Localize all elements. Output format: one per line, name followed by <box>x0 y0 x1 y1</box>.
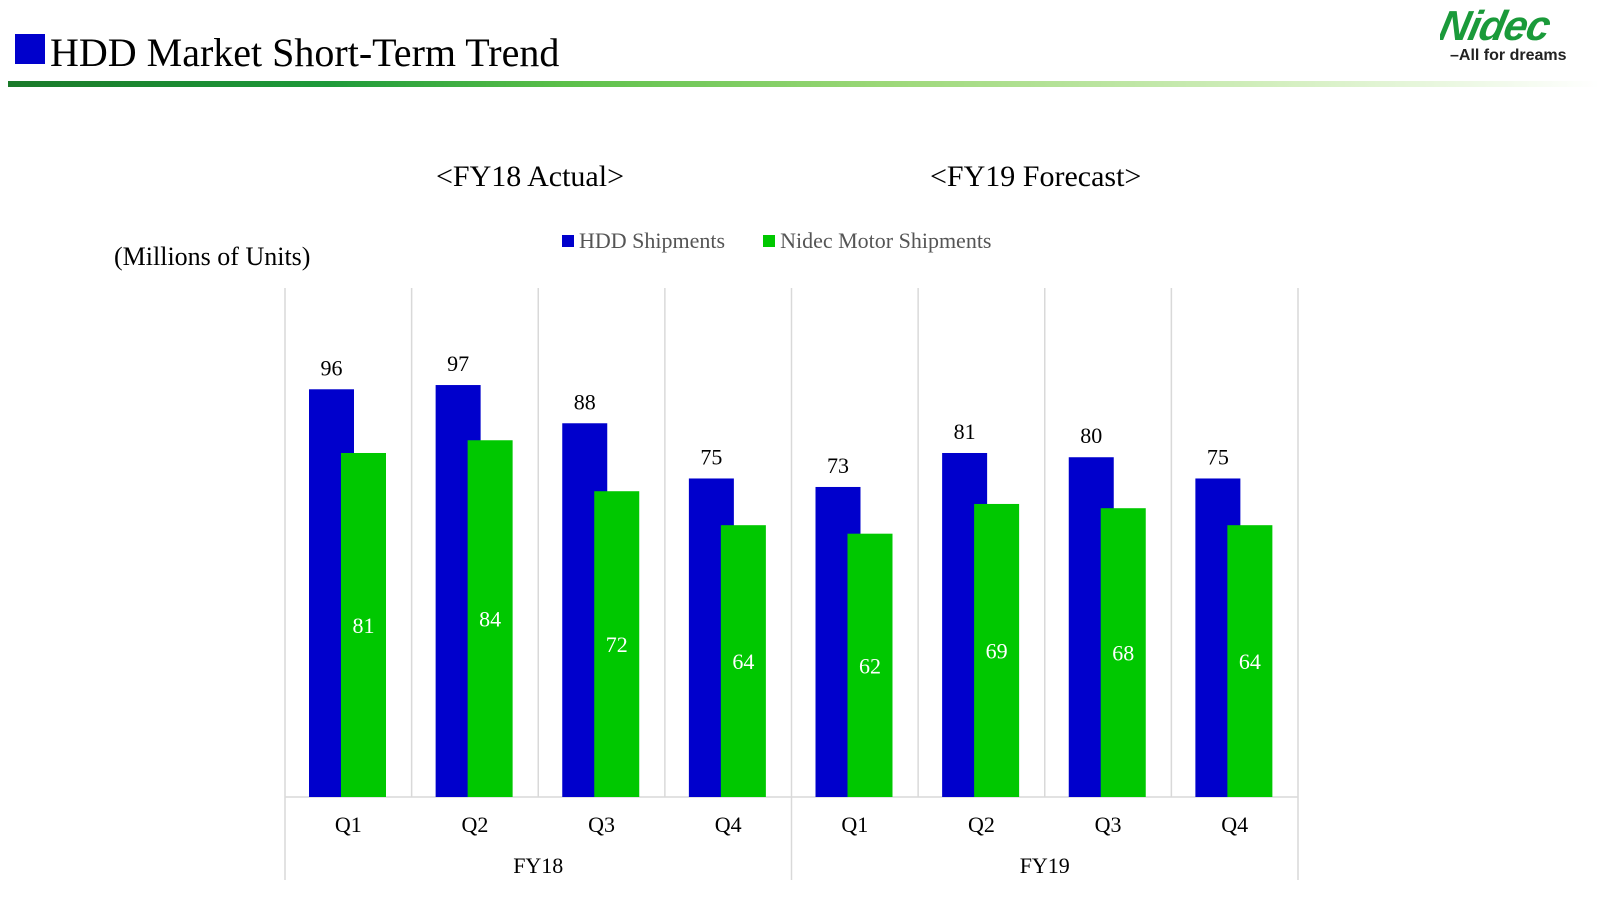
data-label-nidec: 69 <box>986 638 1008 663</box>
x-tick-label: Q1 <box>335 812 362 837</box>
data-label-nidec: 64 <box>1239 649 1261 674</box>
data-label-hdd: 73 <box>827 453 849 478</box>
title-square-icon <box>15 34 45 64</box>
bar-nidec <box>974 503 1020 797</box>
legend-label-nidec: Nidec Motor Shipments <box>780 228 992 253</box>
legend-swatch-nidec <box>763 235 776 247</box>
x-group-label: FY19 <box>1020 853 1070 878</box>
data-label-nidec: 68 <box>1112 641 1134 666</box>
bar-nidec <box>467 440 513 797</box>
section-label-fy18: <FY18 Actual> <box>436 160 624 193</box>
data-label-hdd: 96 <box>321 355 343 380</box>
legend-label-hdd: HDD Shipments <box>579 228 726 253</box>
x-tick-label: Q1 <box>841 812 868 837</box>
x-tick-label: Q3 <box>588 812 615 837</box>
nidec-logo: Nidec –All for dreams <box>1440 2 1600 72</box>
bar-nidec <box>720 525 766 797</box>
section-label-fy19: <FY19 Forecast> <box>930 160 1142 193</box>
data-label-hdd: 75 <box>1207 444 1229 469</box>
bar-nidec <box>1227 525 1273 797</box>
data-label-hdd: 81 <box>954 419 976 444</box>
chart-legend: HDD Shipments Nidec Motor Shipments <box>562 228 1030 254</box>
data-label-hdd: 97 <box>447 351 469 376</box>
x-group-label: FY18 <box>513 853 563 878</box>
page-title: HDD Market Short-Term Trend <box>50 30 560 75</box>
legend-item-hdd: HDD Shipments <box>562 228 725 254</box>
legend-swatch-hdd <box>562 235 574 247</box>
x-tick-label: Q3 <box>1095 812 1122 837</box>
legend-item-nidec: Nidec Motor Shipments <box>763 228 992 254</box>
y-axis-unit-label: (Millions of Units) <box>114 242 311 271</box>
title-divider <box>8 81 1600 87</box>
x-tick-label: Q2 <box>461 812 488 837</box>
bar-nidec <box>847 533 893 797</box>
data-label-hdd: 75 <box>700 444 722 469</box>
bar-nidec <box>1100 508 1146 797</box>
x-tick-label: Q4 <box>715 812 742 837</box>
data-label-hdd: 88 <box>574 389 596 414</box>
x-tick-label: Q2 <box>968 812 995 837</box>
bar-nidec <box>594 491 640 797</box>
logo-tagline: –All for dreams <box>1450 47 1567 64</box>
x-tick-label: Q4 <box>1221 812 1248 837</box>
data-label-nidec: 62 <box>859 653 881 678</box>
data-label-hdd: 80 <box>1080 423 1102 448</box>
bar-nidec <box>341 452 386 797</box>
data-label-nidec: 84 <box>479 607 501 632</box>
data-label-nidec: 72 <box>606 632 628 657</box>
data-label-nidec: 81 <box>353 613 375 638</box>
data-label-nidec: 64 <box>732 649 754 674</box>
